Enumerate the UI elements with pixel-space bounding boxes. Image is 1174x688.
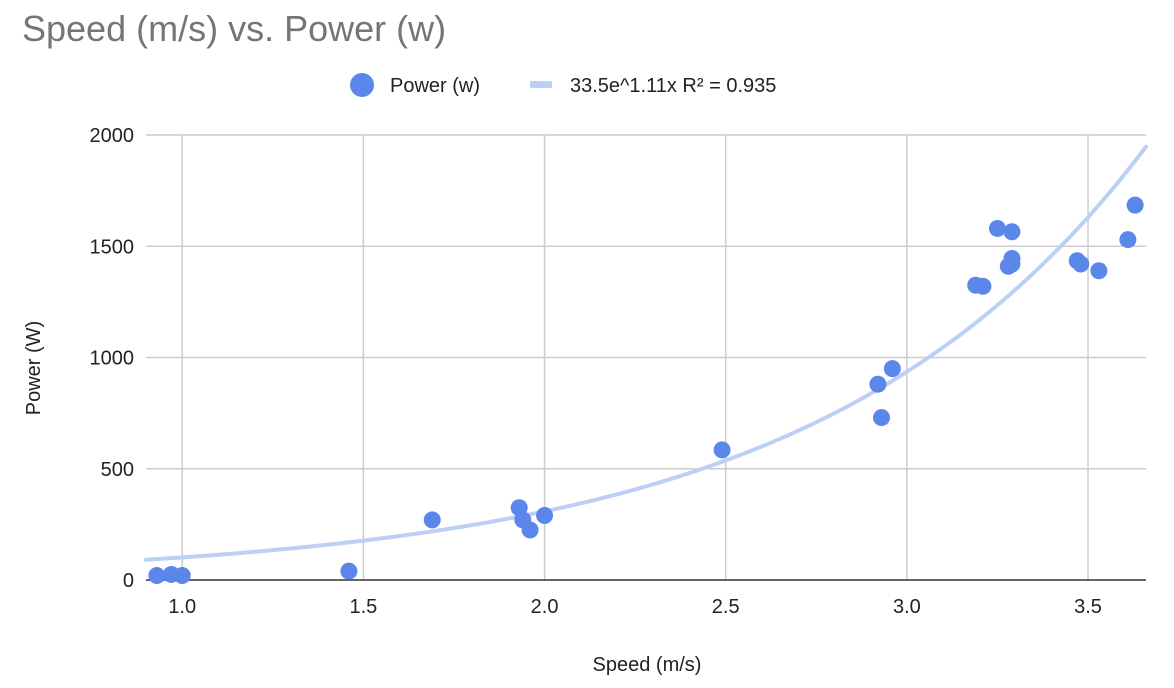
legend-marker-power bbox=[350, 73, 374, 97]
legend-label-power: Power (w) bbox=[390, 75, 480, 97]
x-tick-label: 1.0 bbox=[168, 596, 196, 618]
x-tick-label: 1.5 bbox=[349, 596, 377, 618]
trendline bbox=[144, 144, 1148, 562]
data-point bbox=[713, 441, 731, 459]
trendline-layer bbox=[144, 144, 1148, 562]
y-tick-label: 2000 bbox=[90, 125, 135, 147]
data-point bbox=[988, 219, 1006, 237]
y-tick-label: 500 bbox=[101, 459, 134, 481]
y-axis-title: Power (W) bbox=[23, 321, 45, 415]
x-tick-label: 2.5 bbox=[712, 596, 740, 618]
x-tick-label: 3.0 bbox=[893, 596, 921, 618]
data-point bbox=[1072, 255, 1090, 273]
x-tick-label: 3.5 bbox=[1074, 596, 1102, 618]
data-point bbox=[974, 277, 992, 295]
x-axis-title: Speed (m/s) bbox=[593, 654, 702, 676]
data-point bbox=[1119, 231, 1137, 249]
data-point bbox=[1090, 262, 1108, 280]
data-point bbox=[536, 506, 554, 524]
data-point bbox=[1126, 196, 1144, 214]
data-point bbox=[873, 409, 891, 427]
legend: Power (w) 33.5e^1.11x R² = 0.935 bbox=[350, 73, 776, 97]
tick-labels: 1.0 1.5 2.0 2.5 3.0 3.5 0 500 1000 1500 2000 bbox=[90, 125, 1102, 618]
data-point bbox=[423, 511, 441, 529]
data-point bbox=[521, 521, 539, 539]
legend-label-trendline: 33.5e^1.11x R² = 0.935 bbox=[570, 75, 776, 97]
data-point bbox=[1003, 255, 1021, 273]
gridlines bbox=[146, 134, 1146, 581]
data-points bbox=[148, 196, 1144, 585]
data-point bbox=[148, 567, 166, 585]
data-point bbox=[173, 567, 191, 585]
data-point bbox=[340, 562, 358, 580]
data-point bbox=[1003, 223, 1021, 241]
y-tick-label: 1000 bbox=[90, 348, 135, 370]
legend-marker-trendline bbox=[530, 81, 552, 88]
y-tick-label: 0 bbox=[123, 570, 134, 592]
chart-title: Speed (m/s) vs. Power (w) bbox=[22, 8, 446, 49]
data-point bbox=[883, 360, 901, 378]
x-tick-label: 2.0 bbox=[531, 596, 559, 618]
data-point bbox=[869, 375, 887, 393]
y-tick-label: 1500 bbox=[90, 236, 135, 258]
